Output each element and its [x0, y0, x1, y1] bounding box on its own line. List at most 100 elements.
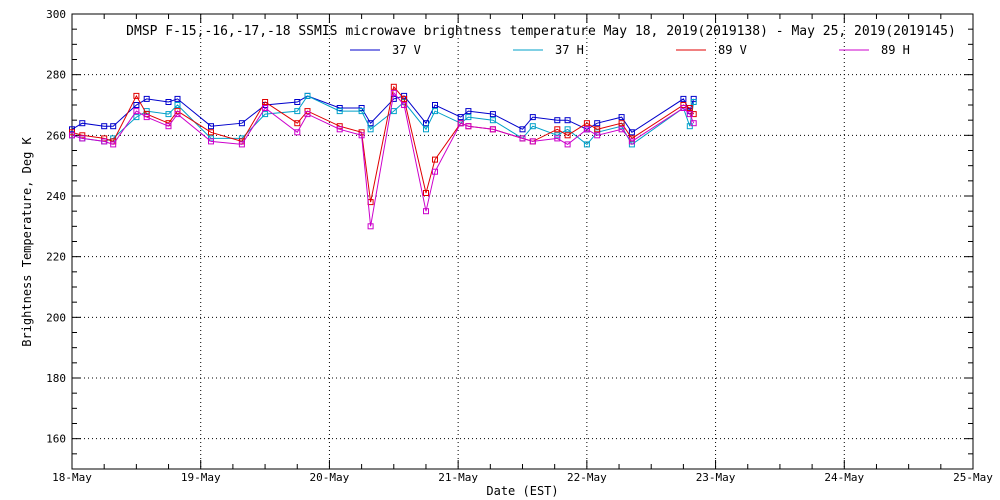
series-37-h: [69, 92, 697, 148]
y-tick-label: 200: [46, 311, 66, 324]
y-tick-label: 220: [46, 251, 66, 264]
data-point-marker: [554, 117, 561, 124]
data-point-marker: [594, 126, 601, 133]
y-tick-label: 280: [46, 69, 66, 82]
data-point-marker: [390, 89, 397, 96]
data-point-marker: [79, 120, 86, 127]
series-89-h: [69, 89, 697, 230]
x-tick-label: 21-May: [438, 471, 478, 484]
data-point-marker: [358, 108, 365, 115]
data-point-marker: [529, 138, 536, 145]
legend-label: 89 H: [881, 43, 910, 57]
data-point-marker: [457, 114, 464, 121]
data-point-marker: [174, 111, 181, 118]
data-point-marker: [554, 126, 561, 133]
data-point-marker: [583, 120, 590, 127]
data-point-marker: [465, 123, 472, 130]
data-point-marker: [690, 95, 697, 102]
data-point-marker: [489, 111, 496, 118]
data-point-marker: [690, 99, 697, 105]
data-point-marker: [594, 132, 601, 139]
data-point-marker: [165, 123, 172, 130]
data-point-marker: [336, 105, 343, 111]
data-point-marker: [101, 123, 108, 130]
data-point-marker: [519, 135, 526, 142]
data-point-marker: [336, 108, 343, 115]
y-axis-label: Brightness Temperature, Deg K: [20, 136, 34, 346]
data-point-marker: [628, 129, 635, 136]
data-point-marker: [618, 120, 625, 127]
data-point-marker: [564, 126, 571, 133]
data-point-marker: [583, 141, 590, 148]
data-point-marker: [594, 120, 601, 127]
data-point-marker: [133, 92, 140, 99]
data-point-marker: [423, 190, 429, 196]
data-point-marker: [519, 126, 526, 133]
data-point-marker: [294, 99, 301, 105]
data-point-marker: [618, 126, 625, 133]
data-point-marker: [423, 126, 429, 133]
data-point-marker: [432, 156, 438, 163]
data-point-marker: [110, 141, 117, 148]
y-tick-label: 160: [46, 433, 66, 446]
data-point-marker: [69, 132, 75, 139]
data-point-marker: [529, 123, 536, 130]
data-point-marker: [143, 95, 150, 102]
data-point-marker: [133, 108, 140, 115]
series-line: [71, 85, 695, 203]
data-point-marker: [208, 123, 214, 130]
data-point-marker: [294, 108, 301, 115]
y-tick-label: 260: [46, 129, 66, 142]
data-point-marker: [143, 114, 150, 121]
data-point-marker: [262, 111, 269, 118]
data-point-marker: [554, 132, 561, 139]
legend-label: 89 V: [718, 43, 747, 57]
data-point-marker: [690, 111, 697, 118]
data-point-marker: [686, 105, 693, 111]
data-point-marker: [304, 111, 311, 118]
data-point-marker: [465, 108, 472, 115]
data-point-marker: [238, 120, 245, 127]
data-point-marker: [336, 126, 343, 133]
data-point-marker: [165, 111, 172, 118]
legend-label: 37 V: [392, 43, 421, 57]
data-point-marker: [628, 138, 635, 145]
axis-ticks: 160 180 200 220 240 260 280 300 18-May 19-May 20-M…: [46, 8, 993, 484]
y-tick-label: 180: [46, 372, 66, 385]
data-point-marker: [79, 135, 86, 142]
data-point-marker: [208, 129, 214, 136]
x-tick-label: 23-May: [696, 471, 736, 484]
data-point-marker: [690, 120, 697, 127]
data-point-marker: [618, 114, 625, 121]
series-line: [71, 95, 695, 146]
chart-title: DMSP F-15,-16,-17,-18 SSMIS microwave br…: [126, 24, 956, 39]
data-point-marker: [401, 95, 408, 102]
data-point-marker: [262, 99, 269, 105]
data-point-marker: [294, 120, 301, 127]
data-point-marker: [554, 135, 561, 142]
x-axis-label: Date (EST): [486, 484, 558, 498]
data-point-marker: [110, 123, 117, 130]
y-tick-label: 240: [46, 190, 66, 203]
data-point-marker: [489, 126, 496, 133]
x-tick-label: 25-May: [953, 471, 993, 484]
y-tick-label: 300: [46, 8, 66, 21]
data-point-marker: [336, 123, 343, 130]
data-point-marker: [489, 117, 496, 124]
data-point-marker: [680, 95, 687, 102]
data-point-marker: [358, 105, 365, 111]
data-point-marker: [686, 111, 693, 118]
data-point-marker: [465, 114, 472, 121]
data-point-marker: [583, 126, 590, 133]
data-point-marker: [133, 114, 140, 121]
data-point-marker: [174, 95, 181, 102]
data-point-marker: [101, 138, 108, 145]
data-point-marker: [294, 129, 301, 136]
data-point-marker: [358, 132, 365, 139]
data-point-marker: [390, 83, 397, 90]
data-point-marker: [390, 108, 397, 115]
data-point-marker: [262, 105, 269, 111]
data-point-marker: [432, 108, 438, 115]
data-point-marker: [304, 92, 311, 99]
